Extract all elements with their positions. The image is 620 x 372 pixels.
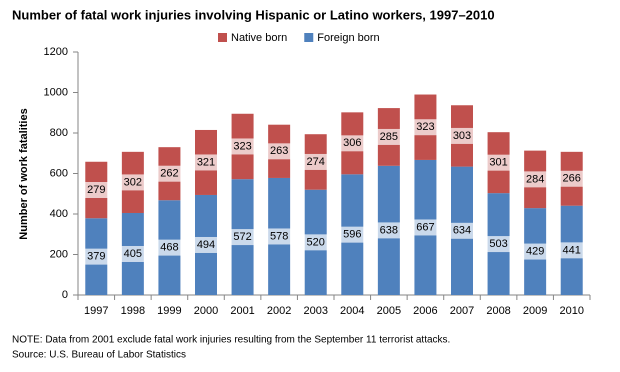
data-label-bg — [154, 165, 185, 182]
source: Source: U.S. Bureau of Labor Statistics — [12, 350, 186, 361]
x-tick-label: 1997 — [84, 305, 108, 317]
data-label-bg — [81, 248, 112, 265]
data-label-bg — [520, 243, 551, 260]
data-label-bg — [410, 219, 441, 236]
data-label: 520 — [307, 236, 325, 248]
data-label-bg — [264, 228, 295, 245]
data-label: 667 — [416, 221, 434, 233]
data-label-bg — [556, 242, 587, 259]
x-tick-label: 1999 — [157, 305, 181, 317]
data-label-bg — [117, 174, 148, 191]
y-tick-label: 400 — [50, 208, 68, 220]
data-label: 441 — [563, 244, 581, 256]
data-label-bg — [337, 226, 368, 243]
x-tick-label: 2009 — [523, 305, 547, 317]
x-tick-label: 2004 — [340, 305, 364, 317]
data-label: 263 — [270, 145, 288, 157]
x-tick-label: 2008 — [486, 305, 510, 317]
data-label-bg — [520, 171, 551, 188]
legend-label: Native born — [231, 32, 287, 44]
data-label-bg — [227, 138, 258, 155]
data-label: 503 — [489, 238, 507, 250]
data-label-bg — [447, 222, 477, 239]
data-label-bg — [300, 153, 331, 170]
data-label-bg — [191, 154, 221, 171]
data-label-bg — [227, 229, 258, 246]
y-tick-label: 1000 — [44, 86, 68, 98]
data-label: 285 — [380, 131, 398, 143]
y-tick-label: 800 — [50, 127, 68, 139]
x-tick-label: 2007 — [450, 305, 474, 317]
data-label-bg — [337, 135, 368, 152]
data-label: 323 — [416, 121, 434, 133]
x-tick-label: 2003 — [303, 305, 327, 317]
data-label-bg — [483, 154, 514, 171]
data-label: 262 — [160, 168, 178, 180]
y-tick-label: 0 — [62, 289, 68, 301]
data-label-bg — [117, 245, 148, 262]
data-label-bg — [191, 236, 221, 253]
data-label-bg — [373, 222, 404, 239]
data-label: 638 — [380, 224, 398, 236]
data-label-bg — [483, 236, 514, 253]
data-label: 578 — [270, 230, 288, 242]
data-label-bg — [410, 119, 441, 136]
y-tick-label: 1200 — [44, 46, 68, 58]
data-label: 274 — [307, 156, 325, 168]
data-label-bg — [556, 170, 587, 187]
chart-title: Number of fatal work injuries involving … — [12, 7, 495, 22]
data-label-bg — [300, 234, 331, 251]
data-label: 279 — [87, 184, 105, 196]
y-tick-label: 200 — [50, 248, 68, 260]
data-label-bg — [373, 128, 404, 145]
legend-swatch — [304, 33, 314, 42]
data-label: 321 — [197, 156, 215, 168]
data-label: 634 — [453, 225, 471, 237]
data-label: 306 — [343, 137, 361, 149]
data-label: 303 — [453, 130, 471, 142]
x-tick-label: 2006 — [413, 305, 437, 317]
y-axis-label: Number of work fatalities — [18, 108, 30, 239]
data-label: 405 — [124, 248, 142, 260]
data-label: 301 — [489, 157, 507, 169]
data-label: 266 — [563, 173, 581, 185]
x-tick-label: 2000 — [194, 305, 218, 317]
x-tick-label: 2001 — [230, 305, 254, 317]
data-label-bg — [264, 143, 295, 160]
x-tick-label: 1998 — [121, 305, 145, 317]
note: NOTE: Data from 2001 exclude fatal work … — [12, 335, 450, 346]
data-label: 429 — [526, 245, 544, 257]
data-label-bg — [447, 127, 477, 144]
data-label: 323 — [233, 140, 251, 152]
y-tick-label: 600 — [50, 167, 68, 179]
data-label: 596 — [343, 229, 361, 241]
x-tick-label: 2002 — [267, 305, 291, 317]
legend-label: Foreign born — [317, 32, 379, 44]
data-label: 468 — [160, 242, 178, 254]
data-label-bg — [81, 182, 112, 199]
x-tick-label: 2005 — [377, 305, 401, 317]
data-label: 572 — [233, 231, 251, 243]
data-label: 494 — [197, 239, 215, 251]
data-label: 302 — [124, 176, 142, 188]
data-label-bg — [154, 239, 185, 256]
data-label: 379 — [87, 251, 105, 263]
x-tick-label: 2010 — [559, 305, 583, 317]
data-label: 284 — [526, 173, 544, 185]
legend-swatch — [218, 33, 227, 42]
